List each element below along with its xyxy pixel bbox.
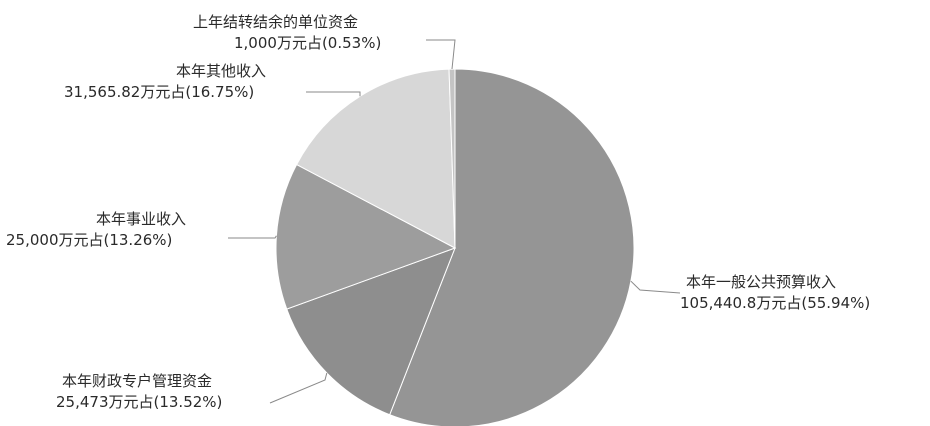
pie-slice: [295, 68, 456, 249]
pie-slice: [275, 163, 457, 310]
pie-slices: [275, 68, 635, 426]
slice-label-value: 25,473万元占(13.52%): [56, 393, 222, 411]
leader-line: [630, 280, 681, 294]
leader-line: [228, 235, 277, 239]
slice-label-value: 1,000万元占(0.53%): [234, 34, 381, 52]
leader-line: [306, 91, 361, 97]
slice-label-value: 105,440.8万元占(55.94%): [680, 294, 870, 312]
slice-label-value: 25,000万元占(13.26%): [6, 231, 172, 249]
leader-line: [269, 372, 328, 404]
slice-label-name: 上年结转结余的单位资金: [193, 13, 358, 31]
leader-line: [426, 39, 456, 70]
slice-label-value: 31,565.82万元占(16.75%): [64, 83, 254, 101]
pie-slice: [389, 68, 635, 426]
pie-slice: [286, 247, 456, 416]
slice-label-name: 本年其他收入: [176, 62, 266, 80]
pie-slice: [448, 68, 456, 249]
slice-label-name: 本年一般公共预算收入: [686, 273, 836, 291]
slice-label-name: 本年事业收入: [96, 210, 186, 228]
slice-label-name: 本年财政专户管理资金: [62, 372, 212, 390]
leader-lines: [228, 39, 681, 404]
